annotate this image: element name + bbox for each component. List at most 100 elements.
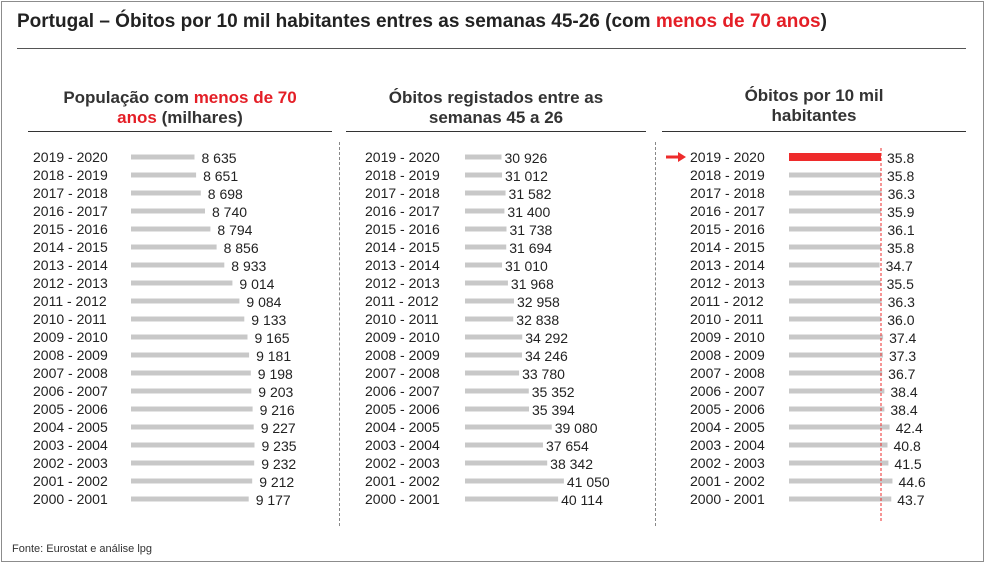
data-label: 9 232 bbox=[261, 456, 296, 472]
bar bbox=[465, 334, 523, 340]
category-label: 2006 - 2007 bbox=[33, 383, 108, 399]
bar bbox=[131, 298, 240, 304]
data-label: 41 050 bbox=[567, 474, 610, 490]
panel-3-title-line-2: habitantes bbox=[771, 106, 857, 125]
page-title: Portugal – Óbitos por 10 mil habitantes … bbox=[17, 11, 827, 32]
bar bbox=[789, 460, 889, 466]
data-label: 38.4 bbox=[890, 384, 917, 400]
category-label: 2015 - 2016 bbox=[365, 221, 440, 237]
category-label: 2000 - 2001 bbox=[33, 491, 108, 507]
bar bbox=[465, 262, 503, 268]
data-label: 31 010 bbox=[505, 258, 548, 274]
panel-separator-2 bbox=[655, 142, 656, 526]
bar bbox=[131, 460, 255, 466]
data-label: 34 246 bbox=[525, 348, 568, 364]
category-label: 2013 - 2014 bbox=[690, 257, 765, 273]
panel-1-title-highlight-2: anos bbox=[117, 108, 157, 127]
bar bbox=[131, 424, 254, 430]
bar bbox=[789, 442, 888, 448]
category-label: 2002 - 2003 bbox=[33, 455, 108, 471]
category-label: 2003 - 2004 bbox=[690, 437, 765, 453]
category-label: 2010 - 2011 bbox=[365, 311, 439, 327]
panel-1-rule bbox=[28, 131, 332, 132]
bar bbox=[789, 496, 892, 502]
bar bbox=[789, 388, 885, 394]
bar bbox=[465, 406, 530, 412]
bar bbox=[789, 262, 880, 268]
category-label: 2009 - 2010 bbox=[33, 329, 108, 345]
data-label: 8 698 bbox=[208, 186, 243, 202]
bar bbox=[465, 424, 552, 430]
panel-1-title-highlight-1: menos de 70 bbox=[193, 88, 297, 107]
category-label: 2006 - 2007 bbox=[690, 383, 765, 399]
category-label: 2011 - 2012 bbox=[33, 293, 107, 309]
data-label: 36.1 bbox=[887, 222, 914, 238]
category-label: 2009 - 2010 bbox=[690, 329, 765, 345]
category-label: 2015 - 2016 bbox=[33, 221, 108, 237]
bar bbox=[131, 172, 197, 178]
bar bbox=[465, 388, 529, 394]
data-label: 30 926 bbox=[505, 150, 548, 166]
bar bbox=[465, 244, 507, 250]
data-label: 40 114 bbox=[561, 492, 603, 508]
category-label: 2019 - 2020 bbox=[690, 149, 765, 165]
data-label: 32 838 bbox=[516, 312, 559, 328]
data-label: 9 212 bbox=[259, 474, 294, 490]
bar bbox=[465, 280, 508, 286]
category-label: 2008 - 2009 bbox=[33, 347, 108, 363]
category-label: 2005 - 2006 bbox=[690, 401, 765, 417]
category-label: 2012 - 2013 bbox=[365, 275, 440, 291]
category-label: 2006 - 2007 bbox=[365, 383, 440, 399]
bar bbox=[789, 208, 882, 214]
data-label: 33 780 bbox=[522, 366, 565, 382]
category-label: 2011 - 2012 bbox=[365, 293, 439, 309]
panel-2-title-line-1: Óbitos registados entre as bbox=[388, 88, 604, 107]
data-label: 37.4 bbox=[889, 330, 916, 346]
data-label: 9 203 bbox=[258, 384, 293, 400]
category-label: 2005 - 2006 bbox=[33, 401, 108, 417]
category-label: 2017 - 2018 bbox=[365, 185, 440, 201]
data-label: 31 582 bbox=[509, 186, 552, 202]
data-label: 36.0 bbox=[887, 312, 914, 328]
bar bbox=[789, 244, 881, 250]
category-label: 2001 - 2002 bbox=[365, 473, 440, 489]
data-label: 36.3 bbox=[888, 186, 915, 202]
panel-2-title: Óbitos registados entre as semanas 45 a … bbox=[346, 88, 646, 128]
bar bbox=[465, 370, 520, 376]
data-label: 9 014 bbox=[239, 276, 274, 292]
category-label: 2016 - 2017 bbox=[365, 203, 440, 219]
bar bbox=[465, 478, 564, 484]
bar bbox=[131, 190, 201, 196]
panel-1-title: População com menos de 70 anos (milhares… bbox=[28, 88, 332, 128]
data-label: 38.4 bbox=[890, 402, 917, 418]
category-label: 2011 - 2012 bbox=[690, 293, 764, 309]
bar bbox=[131, 370, 251, 376]
bar bbox=[465, 208, 505, 214]
category-label: 2010 - 2011 bbox=[33, 311, 107, 327]
bar bbox=[465, 190, 506, 196]
data-label: 38 342 bbox=[550, 456, 593, 472]
panel-3-rule bbox=[662, 131, 966, 132]
category-label: 2004 - 2005 bbox=[690, 419, 765, 435]
data-label: 9 181 bbox=[256, 348, 291, 364]
category-label: 2018 - 2019 bbox=[33, 167, 108, 183]
data-label: 36.3 bbox=[888, 294, 915, 310]
category-label: 2017 - 2018 bbox=[690, 185, 765, 201]
data-label: 8 856 bbox=[224, 240, 259, 256]
data-label: 32 958 bbox=[517, 294, 560, 310]
category-label: 2018 - 2019 bbox=[690, 167, 765, 183]
bar bbox=[789, 370, 883, 376]
bar bbox=[789, 153, 881, 161]
bar bbox=[789, 316, 882, 322]
category-label: 2002 - 2003 bbox=[365, 455, 440, 471]
category-label: 2013 - 2014 bbox=[33, 257, 108, 273]
category-label: 2001 - 2002 bbox=[690, 473, 765, 489]
data-label: 9 216 bbox=[260, 402, 295, 418]
bar bbox=[789, 478, 893, 484]
category-label: 2003 - 2004 bbox=[365, 437, 440, 453]
bar bbox=[465, 172, 503, 178]
data-label: 35.9 bbox=[887, 204, 914, 220]
panel-1-title-part-2: (milhares) bbox=[156, 108, 243, 127]
data-label: 41.5 bbox=[894, 456, 921, 472]
